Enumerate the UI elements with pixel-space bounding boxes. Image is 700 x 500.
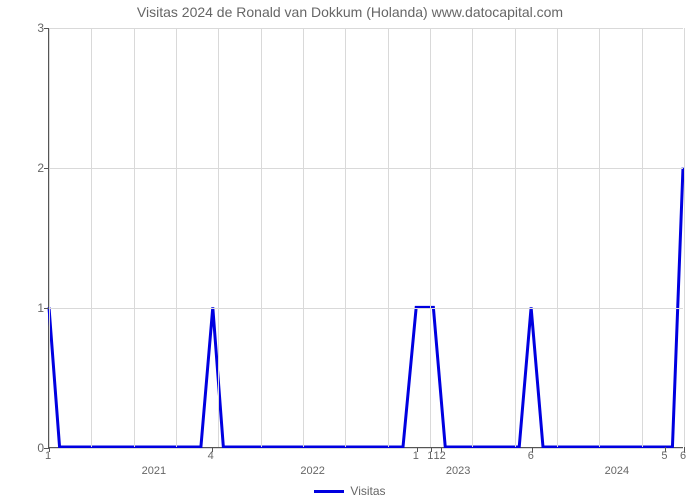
y-tick-mark [44,28,49,29]
gridline-v [218,28,219,447]
x-year-label: 2023 [446,465,470,477]
gridline-v [599,28,600,447]
chart-title: Visitas 2024 de Ronald van Dokkum (Holan… [0,4,700,20]
gridline-h [49,168,683,169]
gridline-h [49,448,683,449]
gridline-v [684,28,685,447]
x-year-label: 2024 [605,465,629,477]
x-tick-label: 1 [427,450,433,462]
x-year-label: 2022 [300,465,324,477]
gridline-v [303,28,304,447]
gridline-v [388,28,389,447]
y-tick-label: 0 [20,441,44,455]
x-tick-label: 1 [45,450,51,462]
y-tick-label: 1 [20,301,44,315]
gridline-h [49,308,683,309]
x-tick-label: 4 [208,450,214,462]
gridline-v [430,28,431,447]
x-tick-label: 12 [433,450,445,462]
gridline-v [91,28,92,447]
legend-swatch [314,490,344,493]
x-tick-label: 1 [413,450,419,462]
x-year-label: 2021 [142,465,166,477]
x-tick-label: 6 [680,450,686,462]
gridline-v [472,28,473,447]
gridline-v [134,28,135,447]
x-tick-label: 5 [661,450,667,462]
line-series [49,28,683,447]
plot-area [48,28,683,448]
y-tick-mark [44,168,49,169]
gridline-h [49,28,683,29]
gridline-v [49,28,50,447]
gridline-v [642,28,643,447]
x-tick-label: 6 [528,450,534,462]
legend: Visitas [0,484,700,498]
legend-label: Visitas [350,484,385,498]
y-tick-label: 3 [20,21,44,35]
gridline-v [261,28,262,447]
y-tick-mark [44,308,49,309]
visitas-chart: Visitas 2024 de Ronald van Dokkum (Holan… [0,0,700,500]
y-tick-label: 2 [20,161,44,175]
gridline-v [557,28,558,447]
gridline-v [176,28,177,447]
gridline-v [345,28,346,447]
gridline-v [515,28,516,447]
